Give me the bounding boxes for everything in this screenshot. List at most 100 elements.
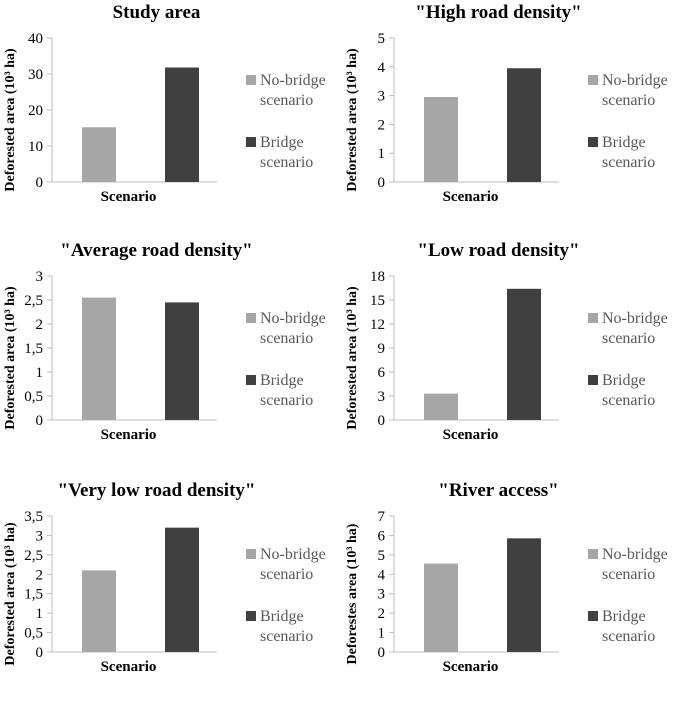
bar-bridge (507, 288, 541, 420)
y-axis-label: Deforested area (10³ ha) (345, 286, 360, 430)
y-tick-label: 0,5 (24, 389, 43, 405)
y-tick-label: 1 (378, 626, 386, 642)
y-tick-label: 1 (36, 365, 44, 381)
legend-swatch-bridge (588, 375, 598, 385)
legend-label-no-bridge: scenario (602, 330, 655, 347)
legend-label-no-bridge: scenario (602, 92, 655, 109)
bar-no-bridge (82, 570, 116, 652)
bar-no-bridge (424, 563, 458, 652)
legend-label-bridge: Bridge (260, 372, 304, 389)
legend-label-no-bridge: No-bridge (260, 310, 326, 327)
y-tick-label: 15 (370, 293, 385, 309)
y-axis-label: Deforestes area (10³ ha) (345, 523, 360, 664)
chart-title: "Very low road density" (58, 480, 256, 501)
y-tick-label: 3 (36, 269, 44, 285)
y-tick-label: 2 (378, 606, 386, 622)
legend-label-no-bridge: scenario (260, 330, 313, 347)
legend-swatch-bridge (246, 137, 256, 147)
legend-swatch-no-bridge (246, 75, 256, 85)
bar-bridge (165, 302, 199, 420)
y-tick-label: 1,5 (24, 341, 43, 357)
legend-label-bridge: scenario (602, 628, 655, 645)
legend-swatch-no-bridge (588, 549, 598, 559)
chart-svg: "Average road density" 0 0,5 1 1,5 2 2,5 3 Defor… (3, 240, 326, 443)
x-axis-label: Scenario (101, 189, 157, 205)
y-tick-label: 20 (28, 103, 43, 119)
y-tick-label: 10 (28, 139, 43, 155)
bar-no-bridge (82, 127, 116, 182)
chart-title: "Low road density" (417, 240, 579, 261)
y-tick-label: 40 (28, 31, 43, 47)
legend-label-bridge: scenario (260, 392, 313, 409)
y-tick-label: 6 (378, 528, 386, 544)
legend-swatch-bridge (246, 375, 256, 385)
y-tick-label: 3 (378, 389, 386, 405)
legend-label-no-bridge: No-bridge (260, 546, 326, 563)
chart-title: "High road density" (415, 2, 581, 23)
legend-label-bridge: Bridge (602, 608, 646, 625)
y-tick-label: 1 (36, 606, 44, 622)
y-tick-label: 30 (28, 67, 43, 83)
bar-no-bridge (82, 297, 116, 420)
y-axis-label: Deforested area (10³ ha) (345, 48, 360, 192)
y-tick-label: 5 (378, 548, 386, 564)
legend-label-bridge: Bridge (602, 134, 646, 151)
y-tick-label: 5 (378, 31, 386, 47)
chart-panel-4: "Low road density" 0 3 6 9 12 15 18 Deforested a… (342, 238, 684, 472)
legend-swatch-no-bridge (588, 313, 598, 323)
chart-title: Study area (113, 2, 201, 23)
x-axis-label: Scenario (101, 659, 157, 675)
y-tick-label: 0 (378, 175, 386, 191)
bar-no-bridge (424, 97, 458, 182)
legend-label-bridge: scenario (602, 392, 655, 409)
chart-panel-2: "High road density" 0 1 2 3 4 5 Deforested area… (342, 0, 684, 234)
chart-svg: "High road density" 0 1 2 3 4 5 Deforested area… (345, 2, 668, 205)
legend-label-no-bridge: No-bridge (602, 310, 668, 327)
y-tick-label: 3 (378, 89, 386, 105)
y-tick-label: 4 (378, 567, 386, 583)
chart-title: "River access" (438, 480, 558, 501)
bar-no-bridge (424, 393, 458, 420)
y-tick-label: 6 (378, 365, 386, 381)
legend-swatch-bridge (246, 611, 256, 621)
y-tick-label: 0 (378, 413, 386, 429)
chart-title: "Average road density" (60, 240, 252, 261)
x-axis-label: Scenario (443, 189, 499, 205)
legend-label-bridge: scenario (602, 154, 655, 171)
y-tick-label: 0 (36, 175, 44, 191)
x-axis-label: Scenario (443, 427, 499, 443)
legend-swatch-bridge (588, 611, 598, 621)
y-tick-label: 2,5 (24, 293, 43, 309)
y-tick-label: 7 (378, 509, 386, 525)
x-axis-label: Scenario (101, 427, 157, 443)
chart-panel-5: "Very low road density" 0 0,5 1 1,5 2 2,5 3 3,5 D… (0, 478, 342, 704)
y-tick-label: 2 (378, 117, 386, 133)
chart-svg: Study area 0 10 20 30 40 Deforested area (10³ … (3, 2, 326, 205)
y-tick-label: 2,5 (24, 548, 43, 564)
y-tick-label: 4 (378, 60, 386, 76)
legend-label-bridge: Bridge (260, 134, 304, 151)
y-tick-label: 0,5 (24, 626, 43, 642)
chart-panel-3: "Average road density" 0 0,5 1 1,5 2 2,5 3 Defor… (0, 238, 342, 472)
legend-label-bridge: scenario (260, 628, 313, 645)
legend-swatch-no-bridge (246, 313, 256, 323)
y-axis-label: Deforested area (10³ ha) (3, 48, 18, 192)
y-tick-label: 12 (370, 317, 385, 333)
legend-label-no-bridge: scenario (602, 566, 655, 583)
y-tick-label: 3 (378, 587, 386, 603)
legend-swatch-no-bridge (246, 549, 256, 559)
bar-bridge (165, 67, 199, 182)
bar-bridge (507, 538, 541, 652)
legend-label-no-bridge: scenario (260, 566, 313, 583)
y-tick-label: 2 (36, 317, 44, 333)
bar-bridge (507, 68, 541, 182)
legend-label-bridge: Bridge (602, 372, 646, 389)
chart-svg: "Very low road density" 0 0,5 1 1,5 2 2,5 3 3,5 D… (3, 480, 326, 675)
y-axis-label: Deforested area (10³ ha) (3, 522, 18, 666)
y-tick-label: 9 (378, 341, 386, 357)
chart-panel-6: "River access" 0 1 2 3 4 5 6 7 Deforestes area (1… (342, 478, 684, 704)
legend-label-no-bridge: No-bridge (260, 72, 326, 89)
bar-bridge (165, 527, 199, 652)
x-axis-label: Scenario (443, 659, 499, 675)
